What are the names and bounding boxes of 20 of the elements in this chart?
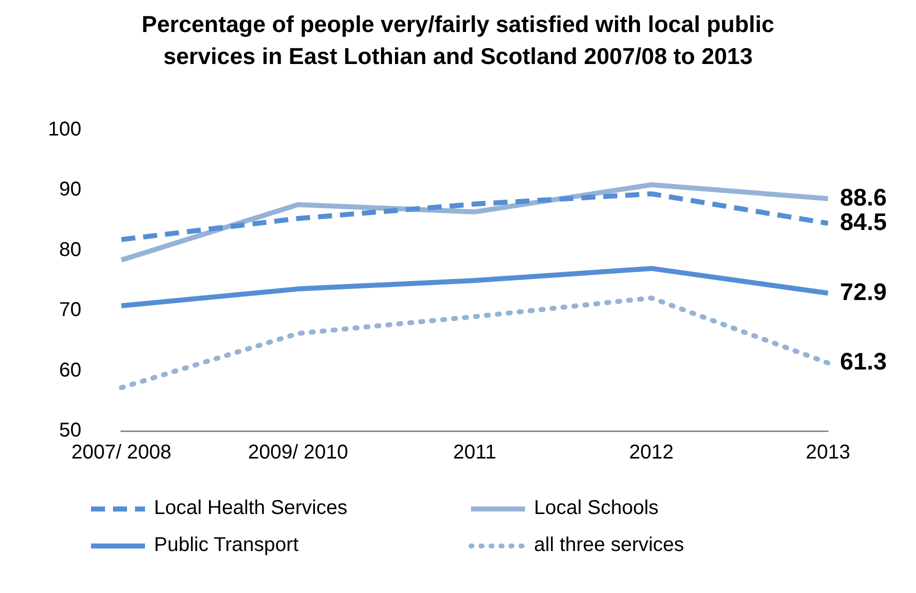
- legend-label: Public Transport: [154, 534, 299, 557]
- y-tick-label: 50: [59, 420, 82, 442]
- y-tick-label: 60: [59, 359, 82, 382]
- chart-title: Percentage of people very/fairly satisfied with local public services in East Lothian and Scotland 2007/08 to 2013: [140, 10, 776, 71]
- data-label: 84.5: [840, 208, 887, 236]
- legend-label: Local Health Services: [154, 497, 348, 520]
- legend-label: all three services: [534, 534, 684, 557]
- y-tick-label: 80: [59, 238, 82, 261]
- x-tick-label: 2011: [453, 442, 496, 464]
- legend-label: Local Schools: [534, 497, 659, 520]
- x-tick-label: 2009/ 2010: [248, 442, 348, 464]
- data-label: 61.3: [840, 348, 887, 376]
- data-label: 88.6: [840, 184, 887, 212]
- x-tick-label: 2012: [629, 442, 674, 464]
- y-tick-label: 70: [59, 299, 82, 322]
- data-label: 72.9: [840, 278, 887, 306]
- x-tick-label: 2007/ 2008: [71, 442, 172, 464]
- y-tick-label: 100: [48, 118, 82, 141]
- x-tick-label: 2013: [806, 442, 850, 464]
- y-tick-label: 90: [59, 178, 82, 201]
